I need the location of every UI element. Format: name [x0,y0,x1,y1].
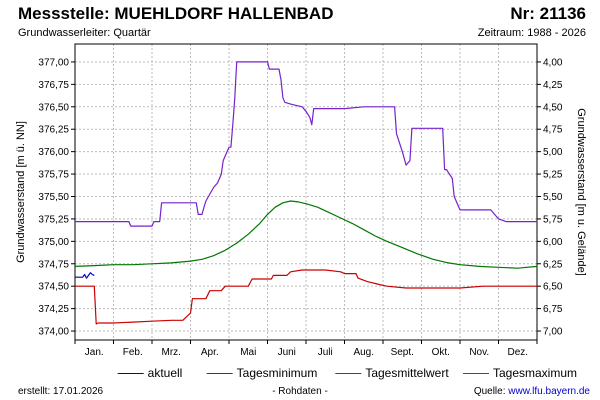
y-tick-label: 374,00 [38,327,69,338]
y2-tick-label: 5,75 [543,214,563,225]
x-tick-label: Dez. [507,347,528,358]
series [74,61,538,325]
y2-tick-label: 4,00 [543,57,563,68]
created-date: 17.01.2026 [53,386,104,397]
x-tick-label: Apr. [201,347,219,358]
station-title: Messstelle: MUEHLDORF HALLENBAD [18,4,334,23]
y-tick-label: 375,25 [38,214,69,225]
y2-tick-label: 4,75 [543,125,563,136]
aquifer-label: Grundwasserleiter: Quartär [18,27,151,39]
source-label: Quelle: [473,386,506,397]
y-tick-label: 376,75 [38,80,69,91]
y2-tick-label: 6,50 [543,282,563,293]
legend-label: Tagesminimum [236,366,318,380]
period-label: Zeitraum: 1988 - 2026 [477,27,586,39]
x-tick-label: Mai [240,347,256,358]
legend: aktuell Tagesminimum Tagesmittelwert Tagesm… [0,366,600,382]
y-tick-label: 377,00 [38,57,69,68]
x-tick-label: Mrz. [162,347,181,358]
x-tick-label: Nov. [469,347,489,358]
source-info: Quelle: www.lfu.bayern.de [474,386,590,397]
y-axis-title-right: Grundwasserstand [m u. Gelände] [575,108,587,276]
y-tick-label: 374,50 [38,282,69,293]
y2-tick-label: 5,00 [543,147,563,158]
x-tick-label: Okt. [432,347,450,358]
legend-item-tagesminimum: Tagesminimum [206,366,318,380]
y2-tick-label: 4,25 [543,80,563,91]
legend-item-tagesmaximum: Tagesmaximum [462,366,578,380]
legend-swatch [117,372,144,374]
grid [75,44,537,340]
x-tick-label: Aug. [353,347,374,358]
y2-tick-label: 5,25 [543,170,563,181]
legend-item-tagesmittelwert: Tagesmittelwert [335,366,449,380]
series-line-tagesmaximum [75,61,537,227]
data-note: - Rohdaten - [272,386,328,397]
legend-swatch [206,372,233,374]
y-tick-label: 375,50 [38,192,69,203]
legend-swatch [462,372,489,374]
y-tick-label: 376,00 [38,147,69,158]
y-tick-label: 375,00 [38,237,69,248]
y2-tick-label: 6,25 [543,259,563,270]
series-line-aktuell [75,272,95,279]
series-line-tagesmittelwert [74,200,538,269]
series-line-tagesminimum [75,269,537,325]
legend-label: Tagesmaximum [492,366,578,380]
legend-item-aktuell: aktuell [117,366,183,380]
x-tick-label: Jan. [85,347,104,358]
legend-swatch [335,372,362,374]
source-link[interactable]: www.lfu.bayern.de [508,386,590,397]
created-info: erstellt: 17.01.2026 [18,386,103,397]
axes: 374,00 374,25 374,50 374,75 375,00 375,25 375,… [38,57,562,358]
y-tick-label: 375,75 [38,170,69,181]
y-axis-title-left: Grundwasserstand [m ü. NN] [15,121,27,263]
y2-tick-label: 7,00 [543,327,563,338]
station-number: Nr: 21136 [510,4,586,23]
y2-tick-label: 6,00 [543,237,563,248]
legend-label: aktuell [147,366,183,380]
x-tick-label: Feb. [123,347,143,358]
y-tick-label: 376,50 [38,102,69,113]
x-tick-label: Sept. [391,347,414,358]
x-tick-label: Juni [278,347,296,358]
y2-tick-label: 4,50 [543,102,563,113]
y-tick-label: 376,25 [38,125,69,136]
created-label: erstellt: [18,386,51,397]
y2-tick-label: 6,75 [543,304,563,315]
y-tick-label: 374,75 [38,259,69,270]
y2-tick-label: 5,50 [543,192,563,203]
y-tick-label: 374,25 [38,304,69,315]
legend-label: Tagesmittelwert [365,366,449,380]
x-tick-label: Juli [318,347,333,358]
